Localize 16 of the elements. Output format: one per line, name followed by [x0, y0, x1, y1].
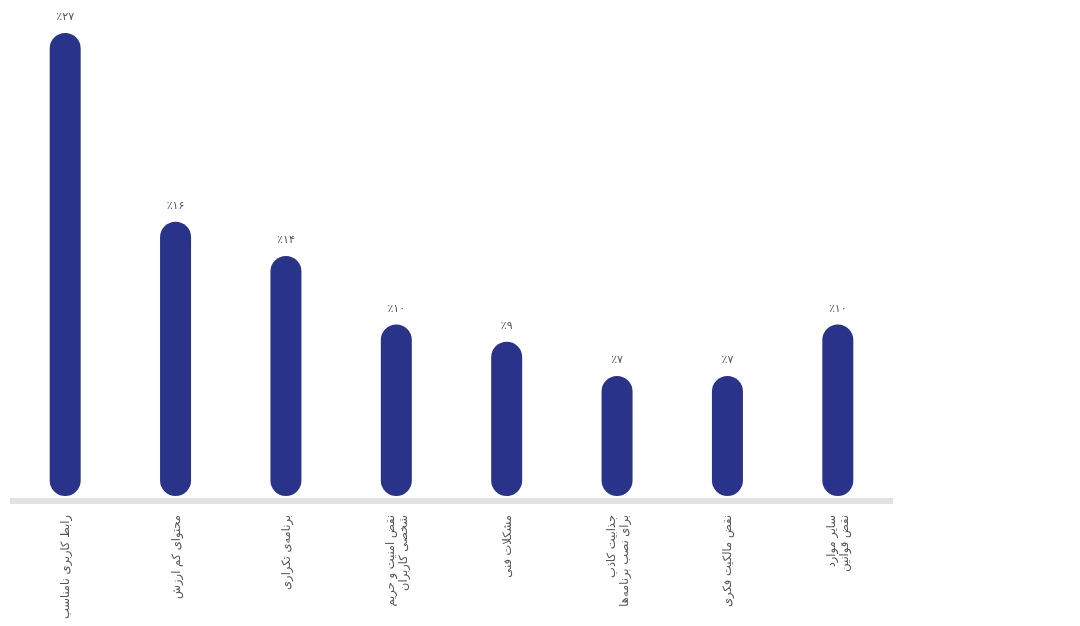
x-tick-label: سایر موارد نقض قوانین: [824, 515, 853, 572]
data-label: ٪۷: [611, 352, 624, 366]
x-tick-label: نقض مالکیت فکری: [720, 515, 736, 607]
data-label: ٪۷: [721, 352, 734, 366]
x-tick-label: جذابیت کاذب برای نصب برنامه‌ها: [603, 515, 632, 607]
data-label: ٪۲۷: [56, 10, 75, 23]
data-label: ٪۱۶: [166, 198, 185, 212]
data-label: ٪۹: [500, 318, 513, 332]
x-tick-label: مشکلات فنی: [499, 515, 514, 578]
x-tick-label: برنامه‌ی تکراری: [278, 515, 294, 590]
x-tick-label: محتوای کم ارزش: [168, 515, 184, 599]
x-tick-label: رابط کاربری نامناسب: [58, 515, 74, 620]
x-tick-label: نقض امنیت و حریم شخصی کاربران: [382, 515, 411, 607]
data-label: ٪۱۴: [277, 232, 295, 246]
data-label: ٪۱۰: [387, 301, 406, 315]
data-label: ٪۱۰: [828, 301, 847, 315]
